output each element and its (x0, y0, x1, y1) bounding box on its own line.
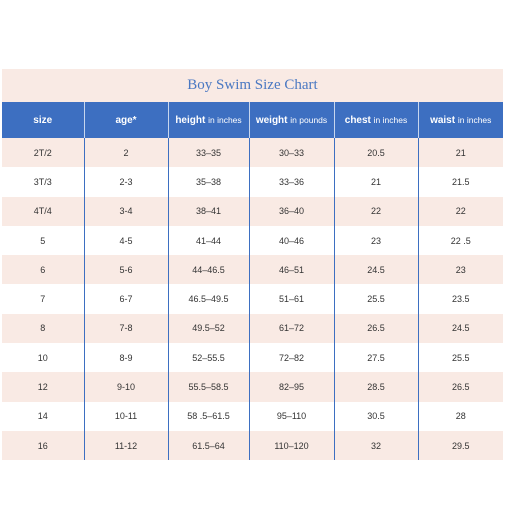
cell-chest: 26.5 (334, 313, 419, 344)
cell-height: 52–55.5 (168, 343, 250, 373)
table-header: size age* height in inches weight in pou… (2, 102, 503, 138)
table-row: 8 7-8 49.5–52 61–72 26.5 24.5 (2, 313, 503, 344)
cell-age: 10-11 (84, 401, 169, 431)
cell-chest: 30.5 (334, 401, 419, 431)
header-height-unit: in inches (208, 114, 242, 125)
cell-waist: 26.5 (451, 382, 470, 393)
cell-waist: 21.5 (451, 176, 470, 187)
cell-chest: 27.5 (334, 343, 419, 373)
cell-size: 10 (2, 343, 85, 373)
cell-weight: 46–51 (249, 255, 335, 285)
cell-age: 7-8 (84, 313, 169, 344)
table-row: 7 6-7 46.5–49.5 51–61 25.5 23.5 (2, 284, 503, 314)
cell-weight: 36–40 (249, 196, 335, 226)
header-waist: waist in inches (430, 114, 492, 126)
table-row: 5 4-5 41–44 40–46 23 22 .5 (2, 225, 503, 256)
cell-waist: 28 (455, 411, 466, 422)
cell-size: 6 (2, 255, 85, 285)
header-row: size age* height in inches weight in pou… (2, 102, 503, 138)
table-row: 12 9-10 55.5–58.5 82–95 28.5 26.5 (2, 372, 503, 402)
table-body: 2T/2 2 33–35 30–33 20.5 21 3T/3 2-3 35–3… (2, 138, 503, 461)
cell-age: 6-7 (84, 284, 169, 314)
cell-size: 16 (2, 430, 85, 461)
table-row: 4T/4 3-4 38–41 36–40 22 22 (2, 196, 503, 226)
header-chest: chest in inches (334, 102, 419, 138)
cell-weight: 61–72 (249, 313, 335, 344)
cell-weight: 40–46 (249, 225, 335, 256)
cell-size: 3T/3 (2, 167, 85, 197)
chart-title: Boy Swim Size Chart (2, 69, 503, 102)
cell-waist: 22 (455, 206, 466, 217)
cell-height: 49.5–52 (168, 313, 250, 344)
cell-age: 2-3 (84, 167, 169, 197)
cell-chest: 23 (334, 225, 419, 256)
table-row: 2T/2 2 33–35 30–33 20.5 21 (2, 138, 503, 168)
cell-size: 8 (2, 313, 85, 344)
cell-chest: 28.5 (334, 372, 419, 402)
header-height: height in inches (168, 102, 250, 138)
cell-chest: 21 (334, 167, 419, 197)
cell-weight: 95–110 (249, 401, 335, 431)
cell-size: 14 (2, 401, 85, 431)
cell-height: 46.5–49.5 (168, 284, 250, 314)
cell-chest: 24.5 (334, 255, 419, 285)
header-weight-unit: in pounds (290, 114, 328, 125)
cell-size: 7 (2, 284, 85, 314)
cell-weight: 72–82 (249, 343, 335, 373)
cell-height: 44–46.5 (168, 255, 250, 285)
header-waist-unit: in inches (457, 114, 492, 125)
cell-weight: 82–95 (249, 372, 335, 402)
cell-height: 38–41 (168, 196, 250, 226)
cell-size: 5 (2, 225, 85, 256)
cell-height: 58 .5–61.5 (168, 401, 250, 431)
table-row: 6 5-6 44–46.5 46–51 24.5 23 (2, 255, 503, 285)
table-row: 16 11-12 61.5–64 110–120 32 29.5 (2, 430, 503, 461)
table-row: 10 8-9 52–55.5 72–82 27.5 25.5 (2, 343, 503, 373)
cell-waist: 22 .5 (450, 235, 471, 246)
header-weight: weight in pounds (249, 102, 335, 138)
cell-height: 55.5–58.5 (168, 372, 250, 402)
cell-weight: 30–33 (249, 138, 335, 168)
size-chart: Boy Swim Size Chart size age* height in … (2, 69, 503, 461)
cell-weight: 110–120 (249, 430, 335, 461)
size-table: size age* height in inches weight in pou… (2, 102, 503, 461)
table-row: 14 10-11 58 .5–61.5 95–110 30.5 28 (2, 401, 503, 431)
cell-age: 9-10 (84, 372, 169, 402)
cell-height: 41–44 (168, 225, 250, 256)
header-size: size (2, 102, 85, 138)
cell-size: 2T/2 (2, 138, 85, 168)
cell-age: 3-4 (84, 196, 169, 226)
cell-height: 33–35 (168, 138, 250, 168)
cell-age: 2 (84, 138, 169, 168)
cell-age: 11-12 (84, 430, 169, 461)
cell-chest: 20.5 (334, 138, 419, 168)
cell-weight: 51–61 (249, 284, 335, 314)
cell-height: 61.5–64 (168, 430, 250, 461)
cell-size: 4T/4 (2, 196, 85, 226)
cell-age: 4-5 (84, 225, 169, 256)
cell-chest: 22 (334, 196, 419, 226)
table-row: 3T/3 2-3 35–38 33–36 21 21.5 (2, 167, 503, 197)
cell-size: 12 (2, 372, 85, 402)
cell-weight: 33–36 (249, 167, 335, 197)
cell-waist: 23.5 (451, 294, 470, 305)
cell-chest: 25.5 (334, 284, 419, 314)
cell-waist: 21 (455, 147, 466, 158)
cell-waist: 29.5 (451, 440, 470, 451)
cell-waist: 24.5 (451, 323, 470, 334)
cell-waist: 25.5 (451, 352, 470, 363)
cell-waist: 23 (455, 264, 466, 275)
header-chest-unit: in inches (373, 114, 408, 125)
cell-age: 8-9 (84, 343, 169, 373)
cell-chest: 32 (334, 430, 419, 461)
cell-height: 35–38 (168, 167, 250, 197)
cell-age: 5-6 (84, 255, 169, 285)
header-age: age* (84, 102, 169, 138)
